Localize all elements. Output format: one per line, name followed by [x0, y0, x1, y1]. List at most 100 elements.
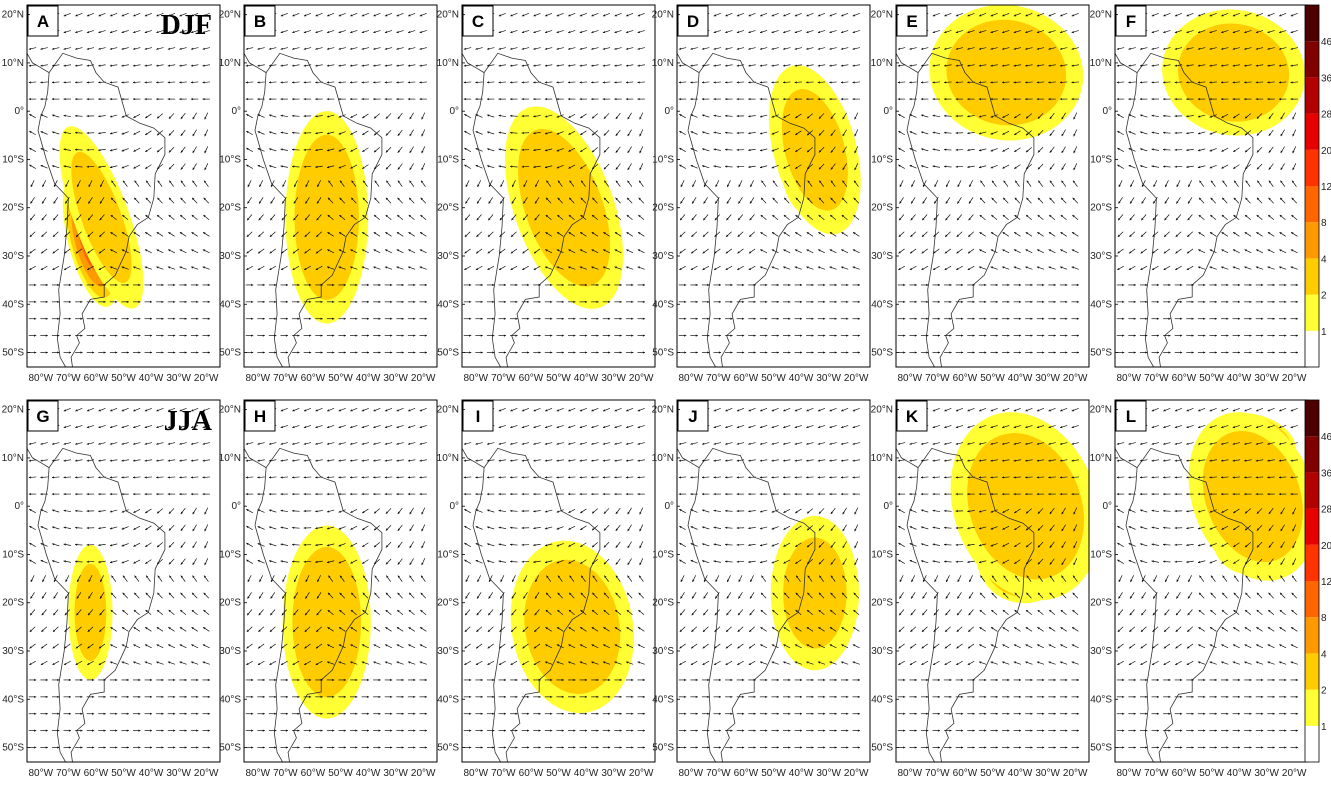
panel-label-box-C: [462, 5, 494, 37]
colorbar-swatch: [1305, 725, 1319, 762]
lon-tick-label: 70°W: [491, 768, 516, 779]
lon-tick-label: 80°W: [679, 768, 704, 779]
panel-label-box-K: [896, 400, 928, 432]
map-panel-A: A 20°N 10°N 0° 10°S 20°S 30°S 40°S 50°S 80°W 70°W 6…: [2, 4, 221, 384]
lon-tick-label: 40°W: [1008, 768, 1033, 779]
lat-tick-label: 50°S: [437, 348, 459, 359]
colorbar-tick-label: 36: [1321, 73, 1331, 84]
colorbar-swatch: [1305, 77, 1319, 114]
lon-tick-label: 70°W: [706, 768, 731, 779]
lat-tick-label: 20°S: [1090, 203, 1112, 214]
lat-tick-label: 10°S: [871, 549, 893, 560]
colorbar-tick-label: 4: [1321, 649, 1327, 660]
lat-tick-label: 20°S: [2, 203, 24, 214]
wind-vectors-H: [245, 407, 427, 749]
colorbar-tick-label: 36: [1321, 468, 1331, 479]
lon-tick-label: 40°W: [574, 768, 599, 779]
lon-tick-label: 70°W: [706, 373, 731, 384]
panel-frame-C: [461, 4, 656, 368]
lat-tick-label: 20°S: [2, 598, 24, 609]
lon-tick-label: 20°W: [1063, 768, 1088, 779]
colorbar-swatch: [1305, 294, 1319, 331]
lon-tick-label: 20°W: [629, 373, 654, 384]
field-contour-I-1-2: [524, 559, 621, 694]
colorbar-swatch: [1305, 41, 1319, 78]
lat-tick-label: 10°S: [219, 154, 241, 165]
lat-tick-label: 20°S: [437, 598, 459, 609]
season-label-DJF: DJF: [161, 10, 212, 41]
lat-tick-label: 30°S: [652, 251, 674, 262]
lat-tick-label: 20°S: [652, 598, 674, 609]
lat-tick-label: 40°S: [2, 694, 24, 705]
colorbar-tick-label: 8: [1321, 613, 1327, 624]
lat-tick-label: 30°S: [2, 251, 24, 262]
wind-vectors-B: [245, 12, 427, 354]
lon-tick-label: 50°W: [546, 768, 571, 779]
colorbar-tick-label: 1: [1321, 722, 1327, 733]
lon-tick-label: 50°W: [761, 373, 786, 384]
lat-tick-label: 0°: [1102, 106, 1112, 117]
lat-tick-label: 30°S: [437, 251, 459, 262]
lat-tick-label: 50°S: [652, 743, 674, 754]
lat-tick-label: 10°S: [437, 154, 459, 165]
lon-tick-label: 50°W: [328, 373, 353, 384]
lat-tick-label: 50°S: [2, 348, 24, 359]
lat-tick-label: 50°S: [2, 743, 24, 754]
lon-tick-label: 20°W: [629, 768, 654, 779]
colorbar-tick-label: 2: [1321, 686, 1327, 697]
lat-tick-label: 0°: [449, 501, 459, 512]
lon-tick-label: 60°W: [84, 373, 109, 384]
lat-tick-label: 20°S: [1090, 598, 1112, 609]
lat-tick-label: 10°S: [652, 154, 674, 165]
lon-tick-label: 40°W: [1008, 373, 1033, 384]
lat-tick-label: 20°S: [219, 598, 241, 609]
lat-tick-label: 10°N: [219, 453, 241, 464]
colorbar-swatch: [1305, 400, 1319, 437]
panel-label-I: I: [476, 407, 481, 426]
panel-frame-I: [461, 399, 656, 763]
panel-label-B: B: [254, 12, 266, 31]
lon-tick-label: 80°W: [464, 768, 489, 779]
map-panel-H: H 20°N 10°N 0° 10°S 20°S 30°S 40°S 50°S 80°W 70°W 6…: [219, 399, 438, 779]
lat-tick-label: 20°N: [437, 405, 459, 416]
coastline-A: [37, 52, 166, 367]
lon-tick-label: 80°W: [1117, 373, 1142, 384]
lon-tick-label: 40°W: [356, 373, 381, 384]
panel-label-box-A: [27, 5, 59, 37]
lat-tick-label: 10°S: [437, 549, 459, 560]
lon-tick-label: 50°W: [328, 768, 353, 779]
lon-tick-label: 50°W: [1199, 373, 1224, 384]
field-contour-B-1-2: [294, 134, 359, 301]
panel-label-A: A: [37, 12, 49, 31]
coastline-L: [1125, 447, 1254, 762]
lat-tick-label: 20°S: [871, 203, 893, 214]
coastline-E: [906, 52, 1035, 367]
lat-tick-label: 40°S: [219, 299, 241, 310]
field-contour-L-2-2: [1202, 430, 1303, 563]
colorbar-tick-label: 2: [1321, 291, 1327, 302]
colorbar-tick-label: 28: [1321, 505, 1331, 516]
map-panel-B: B 20°N 10°N 0° 10°S 20°S 30°S 40°S 50°S 80°W 70°W 6…: [219, 4, 438, 384]
field-contour-E-1-2: [946, 19, 1067, 126]
panel-label-box-J: [677, 400, 709, 432]
colorbar-swatch: [1305, 653, 1319, 690]
lat-tick-label: 30°S: [2, 646, 24, 657]
lon-tick-label: 80°W: [29, 768, 54, 779]
coastline-J: [687, 447, 816, 762]
lat-tick-label: 10°N: [437, 453, 459, 464]
colorbar-swatch: [1305, 689, 1319, 726]
lon-tick-label: 80°W: [464, 373, 489, 384]
field-contour-H-1-2: [292, 546, 362, 698]
lon-tick-label: 60°W: [953, 768, 978, 779]
lat-tick-label: 10°N: [652, 453, 674, 464]
panel-label-box-L: [1115, 400, 1147, 432]
lat-tick-label: 10°N: [219, 58, 241, 69]
panel-frame-K: [895, 399, 1090, 763]
lat-tick-label: 10°S: [2, 549, 24, 560]
lat-tick-label: 30°S: [219, 646, 241, 657]
coastline-F: [1125, 52, 1254, 367]
lat-tick-label: 20°N: [652, 10, 674, 21]
colorbar-tick-label: 8: [1321, 218, 1327, 229]
colorbar-tick-label: 12: [1321, 182, 1331, 193]
